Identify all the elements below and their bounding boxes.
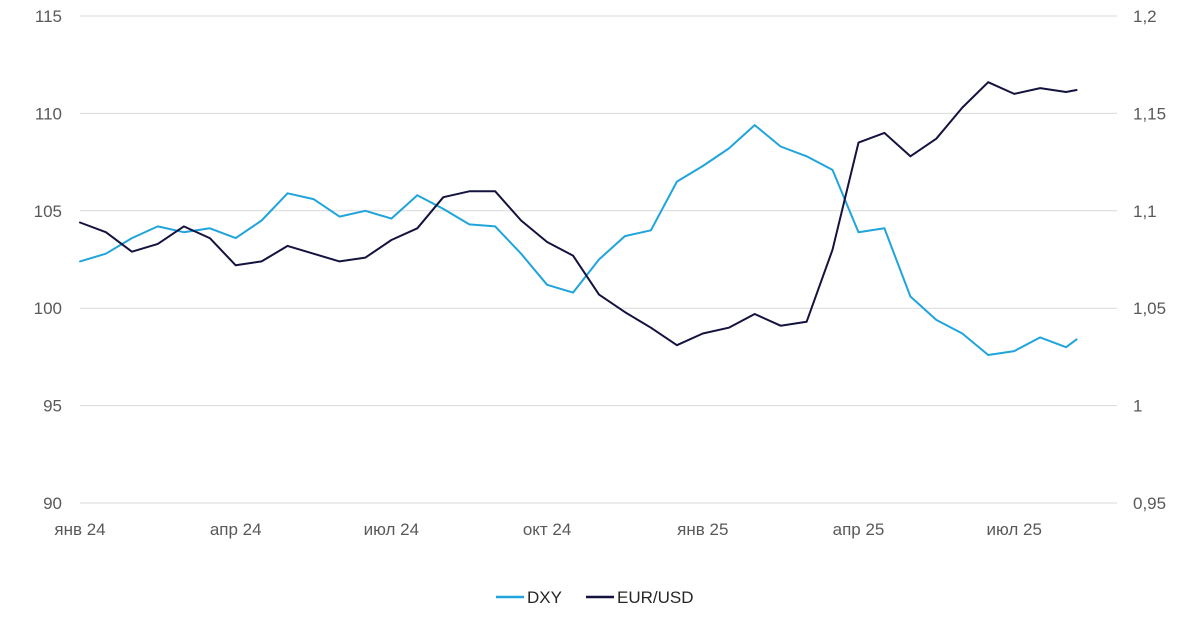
left-axis-tick-label: 110 (35, 104, 62, 123)
right-axis-tick-label: 1,15 (1133, 104, 1166, 123)
grid-layer (80, 15, 1117, 504)
right-axis-tick-label: 1,05 (1133, 299, 1166, 318)
series-line-dxy (79, 124, 1078, 356)
series-layer (79, 81, 1078, 356)
left-axis-tick-label: 90 (43, 494, 62, 513)
x-axis-tick-label: июл 24 (364, 520, 419, 539)
left-axis-ticks: 90 95 100 105 110 115 (34, 7, 62, 513)
right-axis-tick-label: 1,2 (1133, 7, 1157, 26)
x-axis-tick-label: окт 24 (523, 520, 572, 539)
legend-label: EUR/USD (617, 588, 694, 607)
x-axis-tick-label: янв 25 (677, 520, 728, 539)
x-axis-tick-label: апр 24 (210, 520, 262, 539)
x-axis-ticks: янв 24 апр 24 июл 24 окт 24 янв 25 апр 25 июл … (54, 520, 1042, 539)
right-axis-tick-label: 1 (1133, 397, 1142, 416)
right-axis-tick-label: 0,95 (1133, 494, 1166, 513)
right-axis-ticks: 0,95 1 1,05 1,1 1,15 1,2 (1133, 7, 1166, 513)
series-line-eur-usd (79, 81, 1078, 347)
left-axis-tick-label: 95 (43, 397, 62, 416)
left-axis-tick-label: 100 (34, 299, 62, 318)
x-axis-tick-label: янв 24 (54, 520, 105, 539)
x-axis-tick-label: июл 25 (986, 520, 1041, 539)
legend: DXY EUR/USD (496, 588, 694, 607)
left-axis-tick-label: 115 (35, 7, 62, 26)
legend-label: DXY (527, 588, 562, 607)
x-axis-tick-label: апр 25 (833, 520, 885, 539)
left-axis-tick-label: 105 (34, 202, 62, 221)
right-axis-tick-label: 1,1 (1133, 202, 1157, 221)
